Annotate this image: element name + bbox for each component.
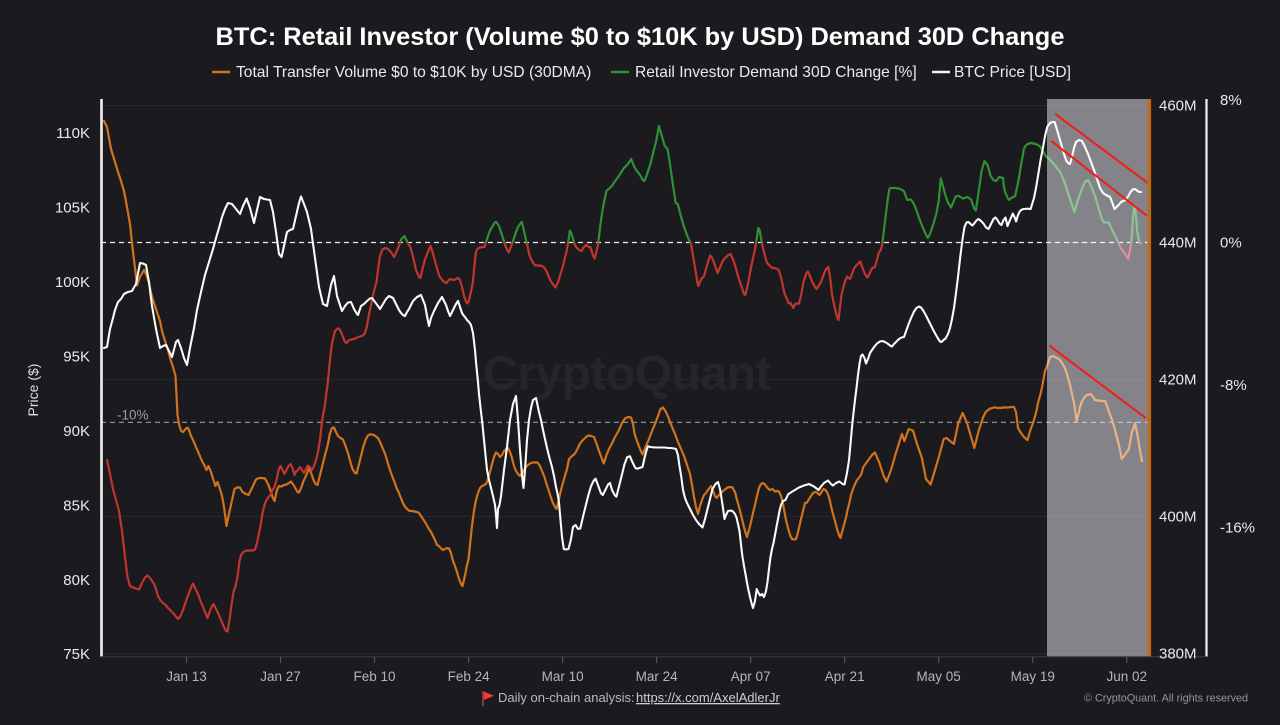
svg-text:Jun 02: Jun 02 [1107,669,1148,684]
svg-text:0%: 0% [1220,235,1242,252]
svg-text:8%: 8% [1220,92,1242,109]
svg-text:-10%: -10% [117,408,149,423]
svg-text:CryptoQuant: CryptoQuant [483,348,771,401]
svg-text:75K: 75K [63,646,90,663]
svg-text:Total Transfer Volume $0 to $1: Total Transfer Volume $0 to $10K by USD … [236,64,591,81]
svg-text:Apr 07: Apr 07 [731,669,771,684]
svg-text:© CryptoQuant. All rights rese: © CryptoQuant. All rights reserved [1084,693,1248,705]
svg-text:Daily on-chain analysis:: Daily on-chain analysis: [498,690,635,705]
svg-text:Jan 27: Jan 27 [260,669,301,684]
svg-text:Price ($): Price ($) [25,364,41,417]
svg-text:380M: 380M [1159,646,1197,663]
svg-text:Retail Investor Demand 30D Cha: Retail Investor Demand 30D Change [%] [635,64,917,81]
svg-text:-8%: -8% [1220,377,1247,394]
svg-text:110K: 110K [56,125,90,142]
svg-text:90K: 90K [63,423,90,440]
svg-text:85K: 85K [63,497,90,514]
svg-text:Apr 21: Apr 21 [825,669,865,684]
svg-text:May 19: May 19 [1011,669,1055,684]
svg-text:Feb 10: Feb 10 [353,669,395,684]
svg-text:BTC: Retail Investor (Volume $: BTC: Retail Investor (Volume $0 to $10K … [216,23,1065,51]
svg-text:460M: 460M [1159,98,1197,115]
svg-text:440M: 440M [1159,235,1197,252]
svg-text:420M: 420M [1159,372,1197,389]
svg-text:105K: 105K [55,200,90,217]
svg-text:Mar 24: Mar 24 [636,669,679,684]
svg-text:95K: 95K [63,349,90,366]
svg-text:Mar 10: Mar 10 [542,669,584,684]
svg-text:-16%: -16% [1220,520,1255,537]
svg-text:Jan 13: Jan 13 [166,669,207,684]
svg-text:BTC Price [USD]: BTC Price [USD] [954,64,1071,81]
svg-text:Feb 24: Feb 24 [448,669,491,684]
svg-text:https://x.com/AxelAdlerJr: https://x.com/AxelAdlerJr [636,690,780,705]
svg-text:100K: 100K [55,274,90,291]
svg-text:May 05: May 05 [917,669,961,684]
svg-text:400M: 400M [1159,509,1197,526]
svg-text:80K: 80K [63,572,90,589]
